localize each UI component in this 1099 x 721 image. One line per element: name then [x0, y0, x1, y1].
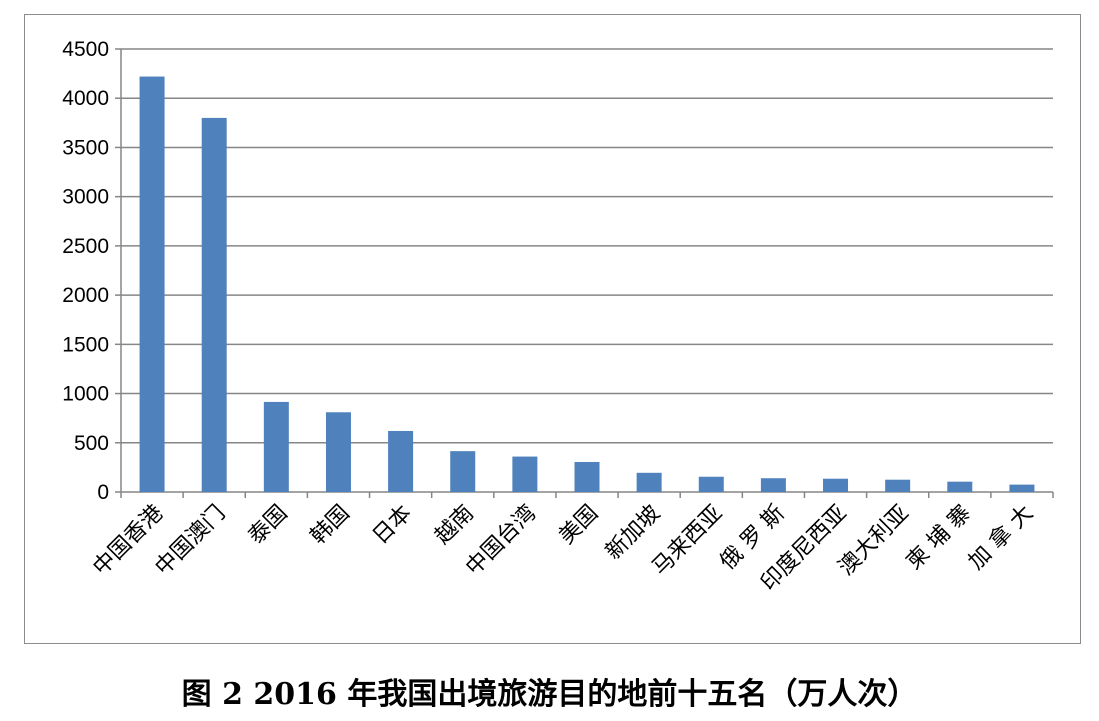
bar: [636, 472, 662, 492]
y-tick-label: 1500: [62, 333, 109, 356]
figure-caption: 图 2 2016 年我国出境旅游目的地前十五名（万人次）: [181, 677, 918, 712]
category-label: 泰国: [244, 501, 293, 550]
bar: [698, 476, 724, 492]
bar-chart: 050010001500200025003000350040004500中国香港…: [62, 38, 1054, 596]
category-label: 越南: [430, 501, 479, 550]
category-label: 柬 埔 寨: [902, 501, 976, 575]
category-label: 日本: [368, 501, 417, 550]
y-tick-label: 500: [74, 432, 109, 455]
bar: [388, 430, 414, 492]
bar: [760, 478, 786, 492]
category-label: 美国: [554, 501, 603, 550]
y-tick-label: 3000: [62, 186, 109, 209]
bar: [1009, 484, 1035, 492]
y-tick-label: 1000: [62, 383, 109, 406]
category-label: 韩国: [306, 501, 355, 550]
y-tick-label: 3500: [62, 136, 109, 159]
bar: [574, 461, 600, 492]
category-label: 加 拿 大: [963, 500, 1038, 575]
bar: [263, 401, 289, 492]
chart-frame: 0 500 1000 1500 2000 2500 3000 3500 4000 4500 中国香港…: [24, 14, 1081, 644]
bar: [512, 456, 538, 492]
bar: [947, 481, 973, 492]
y-tick-label: 0: [97, 481, 109, 504]
bar: [885, 479, 911, 492]
bar: [139, 76, 165, 492]
bar: [823, 478, 849, 492]
y-tick-label: 2000: [62, 284, 109, 307]
y-tick-label: 4000: [62, 87, 109, 110]
y-tick-label: 2500: [62, 235, 109, 258]
bar: [201, 117, 227, 493]
y-tick-label: 4500: [62, 38, 109, 61]
bar: [325, 412, 351, 492]
bar: [450, 451, 476, 492]
